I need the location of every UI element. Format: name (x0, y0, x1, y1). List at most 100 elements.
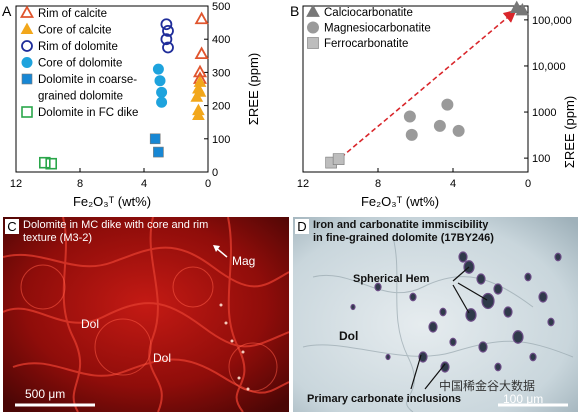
panel-d-hematite-sphere (529, 352, 537, 362)
panel-a-y-ticks: 0 100 200 300 400 500 (204, 1, 230, 179)
panel-a-x-tick-label: 8 (77, 178, 83, 190)
panel-a-legend-label: Rim of calcite (38, 8, 107, 20)
panel-d-texture (293, 217, 578, 412)
panel-b-y-ticks: 100 1000 10,000 100,000 (524, 15, 572, 165)
panel-a-point (162, 41, 174, 54)
panel-a-y-axis-label: ΣREE (ppm) (246, 53, 261, 125)
panel-b-points (325, 0, 530, 169)
panel-a-letter: A (2, 3, 12, 19)
panel-a-point (162, 24, 174, 37)
panel-d-hematite-sphere (409, 292, 417, 302)
panel-d-hematite-sphere (481, 292, 495, 310)
panel-a-point (194, 11, 209, 25)
panel-b-x-ticks: 12 8 4 0 (297, 168, 531, 190)
panel-a-point (160, 33, 173, 46)
panel-d-caption-line1: Iron and carbonatite immiscibility (313, 219, 489, 231)
panel-d-hematite-sphere (478, 341, 488, 353)
panel-d-letter: D (295, 219, 309, 234)
panel-a-y-tick-label: 200 (212, 101, 230, 113)
panel-d-hematite-sphere (428, 321, 438, 333)
panel-a-x-tick-label: 12 (10, 178, 22, 190)
panel-b-chart: B 12 8 4 0 100 1000 10,000 100,000 Calciocarbo… (290, 0, 577, 209)
panel-a-point (154, 75, 166, 87)
panel-a-x-tick-label: 0 (205, 178, 211, 190)
panel-b-letter: B (290, 3, 299, 19)
panel-d-hematite-sphere (385, 353, 391, 361)
panel-a-x-tick-label: 4 (141, 178, 147, 190)
panel-a-point (194, 46, 209, 60)
panel-d-hematite-sphere (494, 362, 502, 372)
panel-c-scale-bar-label: 500 μm (25, 387, 66, 401)
panel-b-y-axis-label: ΣREE (ppm) (562, 96, 577, 168)
panel-a-chart: A 12 8 4 0 0 100 200 300 400 500 Rim of calcite C… (2, 1, 261, 209)
panel-d-hematite-sphere (493, 283, 503, 295)
panel-d-hematite-sphere (440, 361, 450, 373)
panel-b-point (452, 124, 465, 137)
panel-a-y-tick-label: 100 (212, 134, 230, 146)
panel-a-point (153, 146, 164, 158)
panel-d-hematite-sphere (503, 306, 513, 318)
panel-b-legend-label: Magnesiocarbonatite (324, 23, 431, 35)
panel-d-label-dol: Dol (339, 329, 359, 343)
panel-a-frame (15, 5, 209, 173)
panel-d-hematite-sphere (439, 307, 447, 317)
panel-c-label-dol-1: Dol (81, 317, 100, 331)
panel-b-x-axis-label: Fe₂O₃ᵀ (wt%) (361, 194, 439, 209)
panel-d-hematite-sphere (538, 291, 548, 303)
panel-a-legend-label: Rim of dolomite (38, 41, 118, 53)
panel-d-hem-arrow-3 (452, 284, 470, 314)
panel-d-inclusion-arrow-1 (410, 354, 422, 390)
panel-b-legend-marker (307, 37, 319, 49)
panel-a-legend-marker (19, 5, 35, 18)
panel-a-point (149, 133, 161, 145)
panel-a-legend-label: Dolomite in coarse- (38, 74, 137, 86)
panel-d-hematite-sphere (512, 330, 524, 344)
panel-a-points (38, 11, 209, 170)
panel-b-point (433, 119, 446, 132)
panel-d-photomicrograph: D Iron and carbonatite immiscibility in … (293, 217, 578, 412)
panel-a-legend: Rim of calcite Core of calcite Rim of dolo… (19, 5, 138, 119)
panel-a-point (190, 90, 204, 102)
panel-a-x-ticks: 12 8 4 0 (10, 168, 211, 190)
panel-a-legend-label: Core of dolomite (38, 58, 122, 70)
panel-b-y-tick-label: 100,000 (532, 15, 572, 27)
panel-b-x-tick-label: 8 (375, 178, 381, 190)
panel-b-legend-marker (306, 4, 320, 17)
panel-d-hematite-sphere (350, 303, 356, 311)
panel-b-y-tick-label: 10,000 (532, 61, 566, 73)
panel-a-legend-label: grained dolomite (38, 91, 123, 103)
panel-a-point (156, 96, 168, 108)
panel-a-legend-marker (20, 22, 34, 34)
panel-d-hematite-sphere (524, 272, 532, 282)
panel-d-caption-line2: in fine-grained dolomite (17BY246) (313, 232, 494, 244)
panel-d-hem-arrow-2 (457, 282, 488, 301)
panel-d-hematite-sphere (374, 282, 382, 292)
panel-c-caption-line2: texture (M3-2) (23, 232, 93, 244)
panel-b-legend-label: Ferrocarbonatite (324, 38, 408, 50)
panel-b-legend: Calciocarbonatite Magnesiocarbonatite Ferr… (306, 4, 431, 50)
panel-a-legend-marker (21, 106, 33, 118)
panel-c-label-dol-2: Dol (153, 351, 172, 365)
panel-b-legend-label: Calciocarbonatite (324, 7, 413, 19)
panel-a-point (192, 108, 205, 121)
panel-a-y-tick-label: 300 (212, 67, 230, 79)
panel-d-scale-bar-label: 100 μm (503, 392, 544, 406)
panel-c-caption-line1: Dolomite in MC dike with core and rim (23, 219, 209, 231)
panel-a-legend-marker (21, 57, 33, 68)
panel-b-point (405, 128, 418, 141)
panel-d-hematite-sphere (418, 351, 428, 363)
panel-d-hem-arrow-1 (452, 266, 470, 282)
panel-b-x-tick-label: 12 (297, 178, 309, 190)
panel-b-point (441, 98, 454, 111)
panel-c-photomicrograph: C Dolomite in MC dike with core and rim … (3, 217, 289, 412)
panel-b-point (403, 110, 416, 123)
panel-b-x-tick-label: 0 (525, 178, 531, 190)
panel-a-legend-label: Core of calcite (38, 25, 112, 37)
panel-c-letter: C (5, 219, 19, 234)
panel-d-hematite-sphere (458, 251, 468, 263)
panel-d-hematite-sphere (449, 337, 457, 347)
panel-b-y-tick-label: 100 (532, 153, 550, 165)
panel-a-x-axis-label: Fe₂O₃ᵀ (wt%) (73, 194, 151, 209)
panel-b-trend-curve (334, 9, 517, 164)
